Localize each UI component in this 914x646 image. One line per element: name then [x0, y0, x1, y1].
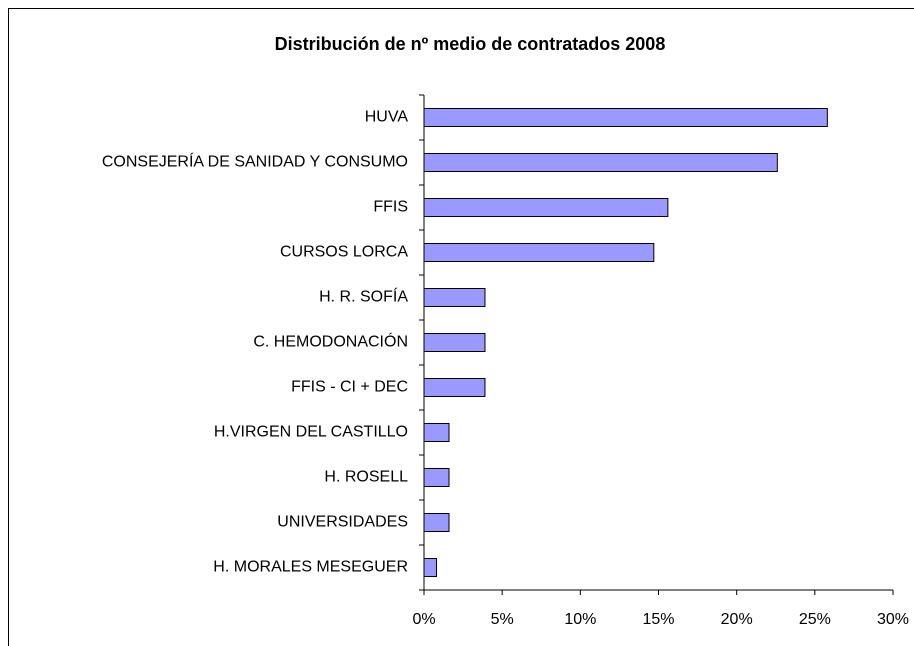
y-tick-label: H. MORALES MESEGUER	[213, 559, 408, 576]
bar	[423, 378, 486, 397]
bar	[423, 468, 450, 487]
y-tick-label: FFIS	[373, 199, 408, 216]
x-tick-label: 20%	[721, 611, 753, 628]
y-tick-label: H. R. SOFÍA	[319, 287, 408, 306]
bar	[423, 243, 655, 262]
bar	[423, 333, 486, 352]
bar	[423, 108, 828, 127]
y-tick-label: C. HEMODONACIÓN	[253, 332, 408, 351]
bar	[423, 558, 438, 577]
y-tick-label: H. ROSELL	[324, 469, 408, 486]
bar	[423, 288, 486, 307]
y-tick-label: CONSEJERÍA DE SANIDAD Y CONSUMO	[102, 152, 408, 171]
x-tick-label: 30%	[877, 611, 909, 628]
x-tick-label: 15%	[642, 611, 674, 628]
y-tick-label: FFIS - CI + DEC	[291, 379, 408, 396]
y-tick-label: HUVA	[365, 109, 409, 126]
bar	[423, 513, 450, 532]
x-tick-label: 25%	[799, 611, 831, 628]
y-tick-label: UNIVERSIDADES	[277, 514, 408, 531]
chart-title: Distribución de nº medio de contratados …	[275, 34, 666, 54]
x-tick-label: 0%	[412, 611, 435, 628]
bar	[423, 198, 669, 217]
chart-frame	[8, 8, 914, 646]
x-tick-label: 10%	[564, 611, 596, 628]
bar	[423, 153, 778, 172]
bar	[423, 423, 450, 442]
x-tick-label: 5%	[491, 611, 514, 628]
y-tick-label: H.VIRGEN DEL CASTILLO	[214, 424, 408, 441]
y-tick-label: CURSOS LORCA	[280, 244, 408, 261]
